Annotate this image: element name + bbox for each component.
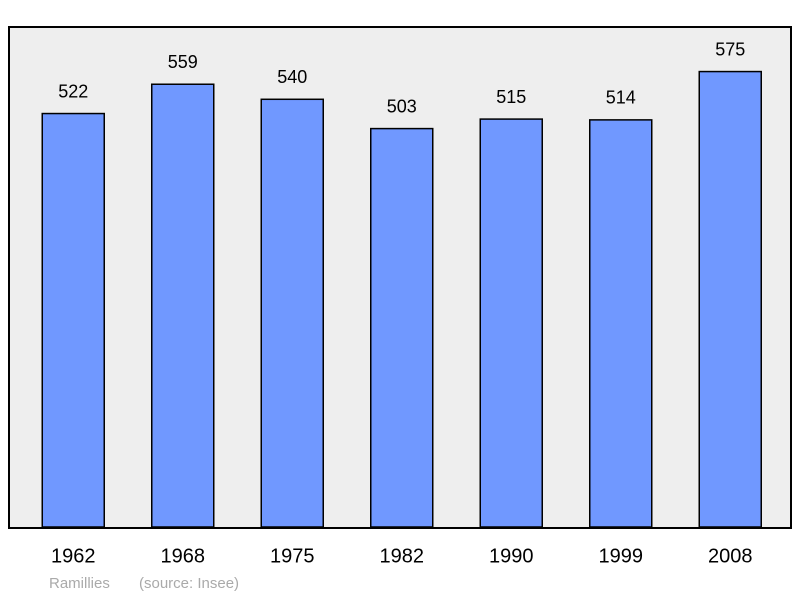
x-tick-label: 1990 [489,545,534,567]
x-tick-label: 1999 [599,545,644,567]
x-tick-label: 1975 [270,545,315,567]
bar [151,83,215,528]
value-label: 514 [606,88,636,108]
value-label: 540 [277,67,307,87]
bar [589,119,653,528]
bar [698,70,762,528]
bar [370,127,434,528]
x-tick-label: 1968 [161,545,206,567]
bar [479,118,543,528]
value-label: 575 [715,39,745,59]
x-tick-label: 1962 [51,545,96,567]
source: (source: Insee) [139,575,239,592]
caption: Ramillies [49,575,110,592]
bar [260,98,324,528]
x-tick-label: 2008 [708,545,753,567]
value-label: 522 [58,81,88,101]
value-label: 503 [387,96,417,116]
x-tick-label: 1982 [380,545,425,567]
value-label: 559 [168,52,198,72]
value-label: 515 [496,87,526,107]
bar [41,112,105,528]
